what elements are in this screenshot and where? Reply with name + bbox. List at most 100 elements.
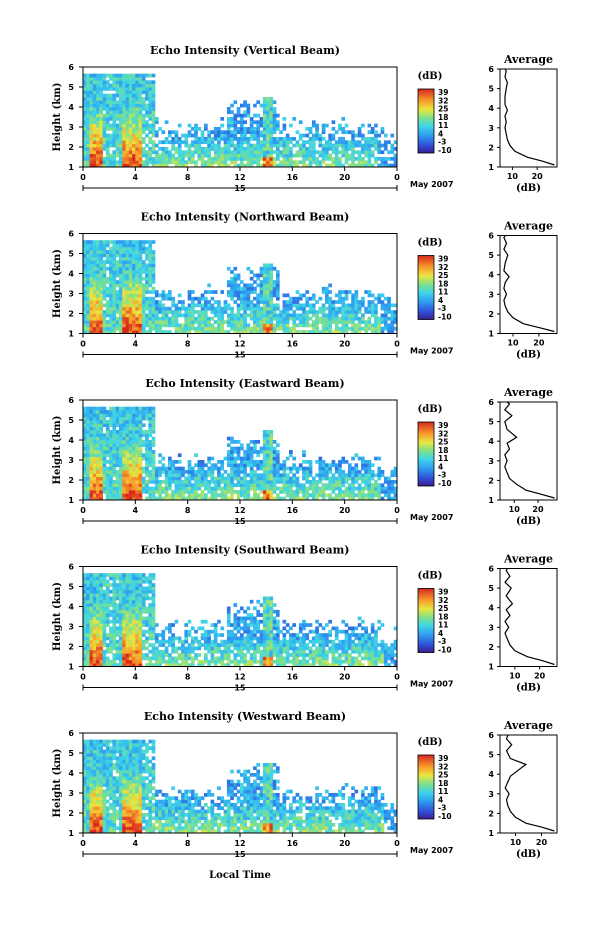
- heatmap-cell: [223, 490, 228, 494]
- heatmap-cell: [168, 293, 172, 298]
- heatmap-cell: [177, 470, 182, 474]
- heatmap-cell: [115, 460, 120, 464]
- heatmap-cell: [135, 639, 139, 644]
- heatmap-cell: [341, 306, 346, 311]
- heatmap-cell: [138, 323, 143, 328]
- heatmap-cell: [135, 593, 139, 597]
- heatmap-cell: [305, 320, 310, 324]
- heatmap-cell: [256, 163, 261, 168]
- heatmap-cell: [148, 153, 153, 158]
- heatmap-cell: [105, 623, 110, 627]
- colorbar-tick-label: 32: [438, 96, 448, 105]
- heatmap-cell: [89, 633, 94, 637]
- average-x-tick-label: 10: [507, 339, 519, 348]
- heatmap-cell: [105, 250, 110, 254]
- heatmap-cell: [223, 163, 228, 168]
- heatmap-cell: [243, 483, 247, 488]
- heatmap-cell: [302, 476, 306, 481]
- heatmap-cell: [138, 443, 143, 448]
- heatmap-cell: [125, 470, 130, 474]
- heatmap-cell: [190, 140, 195, 145]
- heatmap-cell: [220, 147, 225, 151]
- heatmap-cell: [125, 483, 130, 488]
- heatmap-cell: [96, 296, 100, 301]
- heatmap-cell: [148, 609, 153, 614]
- heatmap-cell: [168, 140, 172, 145]
- heatmap-cell: [89, 323, 94, 328]
- heatmap-cell: [135, 83, 139, 88]
- heatmap-cell: [102, 100, 107, 105]
- heatmap-cell: [262, 100, 267, 105]
- heatmap-cell: [243, 286, 247, 291]
- heatmap-cell: [187, 619, 192, 624]
- heatmap-cell: [361, 147, 365, 151]
- heatmap-cell: [102, 629, 107, 634]
- heatmap-cell: [125, 93, 130, 98]
- heatmap-cell: [109, 619, 113, 624]
- heatmap-cell: [269, 323, 274, 328]
- heatmap-cell: [115, 117, 120, 121]
- heatmap-cell: [217, 300, 221, 304]
- heatmap-cell: [128, 413, 133, 418]
- heatmap-cell: [217, 150, 221, 155]
- heatmap-cell: [285, 137, 290, 141]
- heatmap-cell: [135, 77, 139, 81]
- heatmap-cell: [249, 310, 254, 314]
- heatmap-cell: [99, 90, 104, 95]
- heatmap-cell: [105, 107, 110, 111]
- heatmap-cell: [92, 137, 97, 141]
- heatmap-cell: [125, 293, 130, 298]
- heatmap-cell: [102, 83, 107, 88]
- heatmap-cell: [259, 296, 264, 301]
- heatmap-cell: [109, 589, 113, 594]
- heatmap-cell: [109, 256, 113, 261]
- heatmap-cell: [132, 107, 136, 111]
- heatmap-cell: [331, 320, 336, 324]
- heatmap-cell: [125, 456, 130, 461]
- heatmap-cell: [256, 473, 261, 478]
- heatmap-cell: [243, 476, 247, 481]
- heatmap-cell: [96, 137, 100, 141]
- heatmap-cell: [122, 157, 126, 161]
- heatmap-cell: [223, 486, 228, 491]
- heatmap-cell: [102, 133, 107, 138]
- heatmap-cell: [99, 127, 104, 131]
- heatmap-cell: [125, 579, 130, 584]
- heatmap-cell: [109, 476, 113, 481]
- heatmap-cell: [354, 306, 359, 311]
- heatmap-cell: [128, 140, 133, 145]
- heatmap-cell: [112, 256, 117, 261]
- heatmap-cell: [171, 470, 175, 474]
- heatmap-cell: [92, 476, 97, 481]
- heatmap-cell: [109, 466, 113, 471]
- heatmap-cell: [344, 326, 349, 331]
- heatmap-cell: [269, 153, 274, 158]
- heatmap-cell: [308, 296, 313, 301]
- heatmap-cell: [253, 127, 257, 131]
- heatmap-cell: [249, 120, 254, 125]
- heatmap-cell: [105, 320, 110, 324]
- heatmap-cell: [105, 160, 110, 165]
- heatmap-cell: [370, 323, 375, 328]
- heatmap-cell: [344, 303, 349, 308]
- heatmap-cell: [138, 140, 143, 145]
- heatmap-cell: [92, 643, 97, 647]
- heatmap-cell: [122, 446, 126, 451]
- heatmap-cell: [230, 296, 234, 301]
- heatmap-cell: [92, 460, 97, 464]
- heatmap-cell: [347, 130, 352, 135]
- heatmap-cell: [99, 646, 104, 651]
- heatmap-cell: [361, 137, 365, 141]
- heatmap-cell: [164, 293, 169, 298]
- heatmap-cell: [269, 290, 274, 294]
- heatmap-cell: [115, 110, 120, 115]
- heatmap-cell: [89, 97, 94, 101]
- heatmap-cell: [295, 486, 300, 491]
- heatmap-cell: [367, 157, 372, 161]
- heatmap-cell: [292, 117, 296, 121]
- heatmap-cell: [282, 460, 287, 464]
- heatmap-cell: [151, 100, 156, 105]
- heatmap-cell: [226, 463, 231, 468]
- heatmap-cell: [148, 316, 153, 321]
- heatmap-cell: [387, 300, 391, 304]
